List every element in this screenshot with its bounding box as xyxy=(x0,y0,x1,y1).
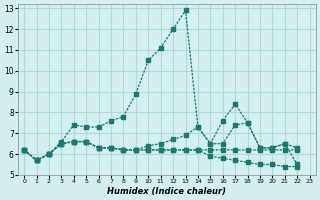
X-axis label: Humidex (Indice chaleur): Humidex (Indice chaleur) xyxy=(108,187,226,196)
